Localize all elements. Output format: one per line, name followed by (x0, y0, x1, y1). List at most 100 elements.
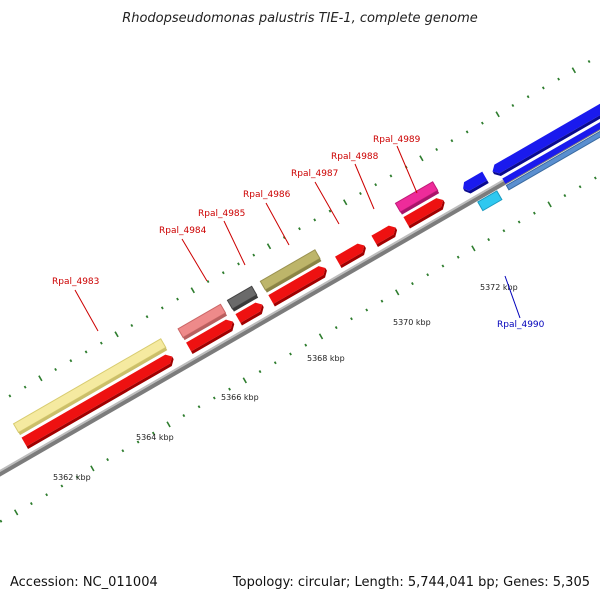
scale-tick (304, 343, 308, 347)
gene-label-rpal-4984[interactable]: Rpal_4984 (159, 226, 207, 236)
scale-tick (350, 317, 353, 321)
feature-rpal-4983-upper[interactable] (12, 338, 168, 436)
scale-label: 5362 kbp (53, 473, 91, 482)
scale-tick (121, 449, 125, 453)
gene-label-rpal-4985[interactable]: Rpal_4985 (198, 209, 245, 219)
scale-tick (411, 282, 414, 286)
scale-tick (571, 67, 577, 74)
scale-tick (389, 174, 393, 178)
scale-tick (374, 183, 378, 187)
feature-blue-lower-band[interactable] (505, 42, 600, 191)
scale-tick (258, 370, 262, 374)
scale-tick (282, 235, 286, 240)
scale-tick (221, 271, 225, 275)
cds-rpal-4989[interactable] (403, 196, 447, 229)
scale-tick (145, 315, 149, 319)
scale-label: 5370 kbp (393, 318, 431, 327)
cds-rpal-4983[interactable] (21, 352, 177, 449)
scale-labels: 5362 kbp 5364 kbp 5366 kbp 5368 kbp 5370 kbp… (53, 283, 518, 482)
label-leader-line (74, 289, 99, 332)
scale-tick (13, 509, 19, 516)
cds-rpal-4987[interactable] (335, 241, 368, 268)
scale-tick (266, 243, 272, 250)
scale-tick (526, 95, 530, 99)
scale-tick (252, 253, 256, 257)
scale-label: 5372 kbp (480, 283, 518, 292)
scale-tick (228, 387, 231, 391)
scale-tick (426, 273, 430, 277)
accession-text: Accession: NC_011004 (10, 575, 158, 590)
label-leader-line (223, 220, 246, 266)
gene-label-rpal-4983[interactable]: Rpal_4983 (52, 277, 99, 287)
genome-summary-text: Topology: circular; Length: 5,744,041 bp… (232, 575, 590, 590)
scale-tick (166, 421, 171, 428)
scale-tick (106, 458, 110, 462)
scale-tick (450, 139, 454, 143)
scale-tick (90, 465, 95, 472)
scale-tick (54, 367, 58, 372)
cds-blue-lower-large[interactable] (502, 36, 600, 184)
scale-tick (273, 361, 277, 365)
tick-row-top (8, 59, 591, 398)
scale-tick (29, 502, 33, 506)
scale-tick (502, 229, 506, 233)
scale-tick (136, 440, 140, 444)
cds-rpal-4988[interactable] (371, 223, 399, 247)
scale-tick (190, 287, 195, 294)
scale-tick (395, 289, 400, 296)
scale-tick (160, 306, 164, 310)
scale-tick (60, 484, 64, 488)
scale-tick (0, 519, 3, 523)
scale-tick (465, 130, 469, 134)
scale-tick (212, 396, 216, 400)
scale-tick (456, 255, 460, 259)
scale-tick (480, 121, 484, 125)
scale-tick (313, 218, 317, 222)
cds-rpal-4985[interactable] (235, 300, 266, 326)
feature-rpal-4984-upper[interactable] (177, 303, 228, 341)
scale-tick (99, 341, 103, 345)
scale-label: 5368 kbp (307, 354, 345, 363)
scale-tick (289, 352, 292, 356)
scale-tick (23, 385, 27, 389)
scale-tick (114, 331, 119, 338)
scale-tick (75, 475, 79, 479)
scale-tick (563, 194, 567, 198)
scale-tick (593, 176, 597, 180)
gene-label-rpal-4989[interactable]: Rpal_4989 (373, 135, 421, 145)
scale-tick (487, 238, 491, 242)
scale-tick (435, 147, 439, 152)
gene-label-rpal-4986[interactable]: Rpal_4986 (243, 190, 291, 200)
scale-tick (557, 77, 561, 81)
label-leader-line (265, 202, 290, 246)
feature-rpal-4990-lower[interactable] (477, 190, 503, 212)
scale-tick (8, 394, 12, 398)
label-leader-line (314, 181, 340, 225)
label-leader-line (354, 163, 375, 210)
scale-tick (511, 103, 515, 108)
scale-tick (182, 414, 186, 418)
gene-label-rpal-4988[interactable]: Rpal_4988 (331, 152, 379, 162)
gene-label-rpal-4987[interactable]: Rpal_4987 (291, 169, 338, 179)
cds-blue-upper-large[interactable] (490, 22, 600, 179)
scale-tick (45, 493, 49, 497)
gene-label-rpal-4990[interactable]: Rpal_4990 (497, 320, 545, 330)
scale-tick (130, 323, 134, 328)
gene-labels: Rpal_4983 Rpal_4984 Rpal_4985 Rpal_4986 Rpal… (52, 135, 545, 332)
scale-tick (380, 299, 384, 303)
scale-label: 5366 kbp (221, 393, 259, 402)
scale-tick (318, 333, 324, 340)
scale-tick (206, 279, 210, 284)
scale-tick (69, 359, 73, 363)
cds-rpal-4986[interactable] (268, 264, 329, 307)
scale-tick (359, 191, 362, 196)
scale-tick (495, 111, 500, 118)
feature-rpal-4985-upper[interactable] (226, 285, 259, 312)
scale-tick (419, 155, 424, 162)
feature-rpal-4986-upper[interactable] (259, 249, 322, 293)
cds-rpal-4990[interactable] (461, 171, 489, 196)
scale-tick (176, 297, 179, 301)
cds-rpal-4984[interactable] (186, 317, 237, 354)
scale-tick (541, 86, 545, 90)
feature-rpal-4989-upper[interactable] (394, 181, 440, 215)
